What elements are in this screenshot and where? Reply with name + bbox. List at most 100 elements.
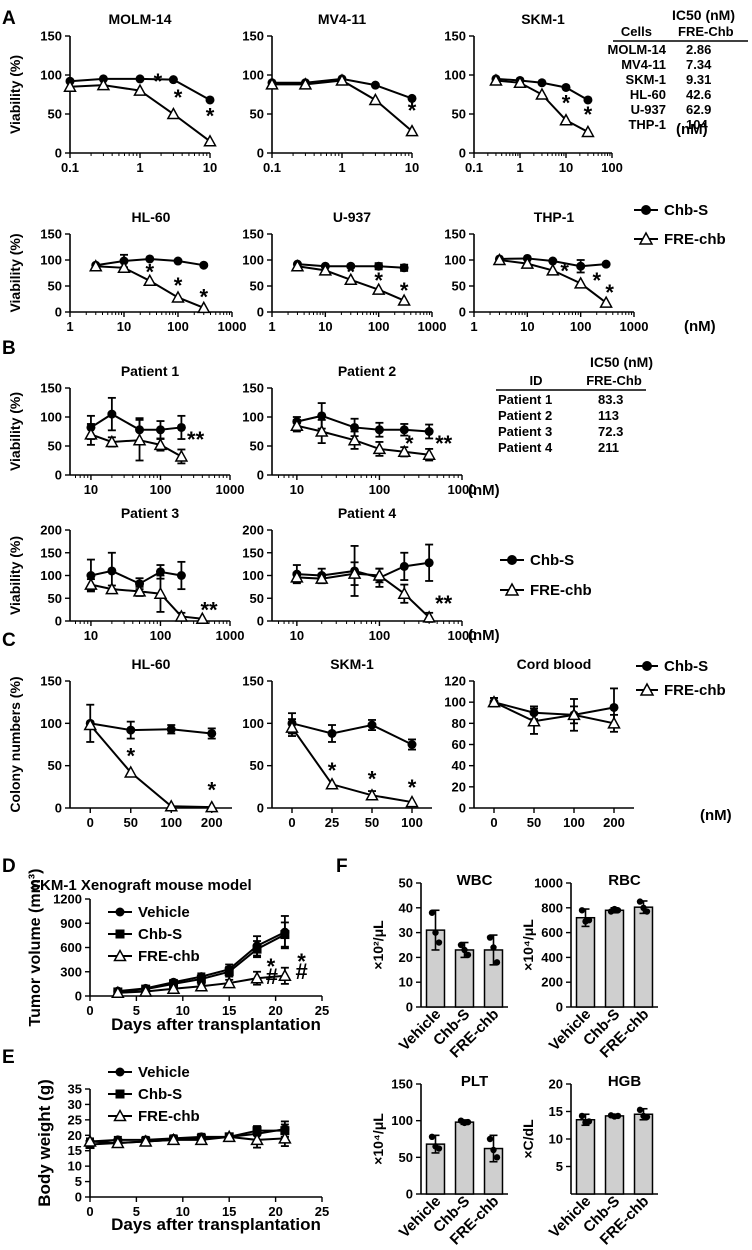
series-line (297, 416, 429, 432)
ic50-a-row-value: 9.31 (686, 72, 711, 87)
data-point (174, 257, 183, 266)
x-tick-label: 10 (203, 160, 217, 175)
y-tick-label: 0 (55, 468, 62, 483)
chart-title: HGB (608, 1073, 642, 1090)
significance-mark: * (174, 273, 183, 298)
data-point (126, 726, 135, 735)
series-fre-chb (291, 562, 434, 622)
y-tick-label: 50 (250, 591, 264, 606)
x-tick-label: 1 (338, 160, 345, 175)
y-tick-label: 50 (250, 758, 264, 773)
data-point (408, 740, 417, 749)
y-tick-label: 100 (40, 716, 62, 731)
y-axis-label: Colony numbers (%) (7, 676, 23, 812)
series-line (272, 80, 412, 131)
y-tick-label: 100 (40, 253, 62, 268)
ic50-b-title: IC50 (nM) (590, 354, 653, 370)
chart-title: SKM-1 Xenograft mouse model (30, 877, 252, 894)
x-tick-label: 0 (490, 815, 497, 830)
y-tick-label: 0 (55, 146, 62, 161)
x-tick-label: 0 (86, 1204, 93, 1219)
ic50-a-row-value: 2.86 (686, 42, 711, 57)
series-line (494, 702, 614, 715)
y-tick-label: 150 (40, 381, 62, 396)
data-point (610, 703, 619, 712)
chart-title: SKM-1 (330, 656, 374, 672)
y-axis-label: Body weight (g) (35, 1079, 54, 1206)
legend-marker (116, 1090, 125, 1099)
x-tick-label: 0 (86, 1003, 93, 1018)
x-tick-label: 1 (136, 160, 143, 175)
legend-label: FRE-chb (138, 1108, 200, 1125)
significance-mark: * (560, 258, 569, 283)
data-point (429, 910, 435, 916)
chart-title: PLT (461, 1073, 488, 1090)
y-tick-label: 50 (250, 439, 264, 454)
chart-b4: 0 50 100 150 200 10 100 1000 ** Patient 4 (242, 505, 476, 643)
y-tick-label: 200 (40, 523, 62, 538)
data-point (177, 571, 186, 580)
unit-label-a2: (nM) (684, 318, 716, 335)
significance-mark: * (562, 90, 571, 115)
data-point (199, 261, 208, 270)
bar (635, 907, 653, 1007)
data-point (169, 75, 178, 84)
y-tick-label: 100 (40, 68, 62, 83)
x-tick-label: 100 (150, 628, 172, 643)
ic50-b-row-value: 72.3 (598, 424, 623, 439)
figure-canvas: 0501001500.1 1 10***MOLM-14Viability (%)05… (0, 0, 752, 1250)
ic50-a-row-cell: MV4-11 (621, 57, 666, 72)
ic50-table-b: IC50 (nM) ID FRE-Chb Patient 1 83.3 Pati… (496, 354, 653, 455)
data-point (280, 930, 289, 939)
data-point (582, 126, 593, 136)
x-tick-label: 10 (520, 319, 534, 334)
y-axis-label: Tumor volume (mm³) (27, 869, 44, 1027)
data-point (177, 423, 186, 432)
data-point (537, 78, 546, 87)
data-point (176, 451, 187, 461)
x-tick-label: 10 (117, 319, 131, 334)
x-tick-label: 1000 (620, 319, 649, 334)
series-fre-chb (287, 719, 418, 806)
y-tick-label: 10 (549, 1132, 563, 1147)
x-tick-label: 100 (563, 815, 585, 830)
y-tick-label: 80 (452, 716, 466, 731)
y-tick-label: 150 (40, 29, 62, 44)
data-point (370, 94, 381, 104)
series-fre-chb (85, 420, 186, 464)
y-tick-label: 35 (68, 1082, 82, 1097)
data-point (615, 907, 621, 913)
data-point (136, 74, 145, 83)
x-tick-label: 10 (290, 482, 304, 497)
y-tick-label: 50 (48, 591, 62, 606)
chart-a6: 0501001501 10 100 1000* * *THP-1 (444, 209, 648, 334)
legend-c-label-chb: Chb-S (664, 658, 708, 675)
series-fre-chb (85, 576, 207, 624)
chart-title: Patient 4 (338, 505, 397, 521)
legend-b-label-fre: FRE-chb (530, 582, 592, 599)
x-tick-label: 100 (160, 815, 182, 830)
data-point (576, 262, 585, 271)
series-chb-s (86, 553, 185, 592)
legend-a-label-fre: FRE-chb (664, 231, 726, 248)
y-tick-label: 100 (444, 253, 466, 268)
panel-label-d: D (2, 856, 16, 877)
x-tick-label: 10 (559, 160, 573, 175)
y-tick-label: 10 (68, 1159, 82, 1174)
y-tick-label: 150 (242, 381, 264, 396)
data-point (328, 729, 337, 738)
x-axis-label: Days after transplantation (111, 1215, 321, 1234)
panel-label-b: B (2, 338, 16, 359)
x-tick-label: 1000 (216, 482, 245, 497)
significance-mark: # (266, 964, 278, 989)
panel-label-c: C (2, 630, 16, 651)
x-tick-label: 1000 (418, 319, 447, 334)
y-tick-label: 30 (399, 925, 413, 940)
y-tick-label: 1000 (534, 876, 563, 891)
data-point (644, 1114, 650, 1120)
x-tick-label: 100 (369, 628, 391, 643)
series-chb-s (292, 545, 433, 596)
significance-mark: * (408, 98, 417, 123)
significance-mark: * (154, 69, 163, 94)
ic50-b-row-id: Patient 4 (498, 440, 553, 455)
